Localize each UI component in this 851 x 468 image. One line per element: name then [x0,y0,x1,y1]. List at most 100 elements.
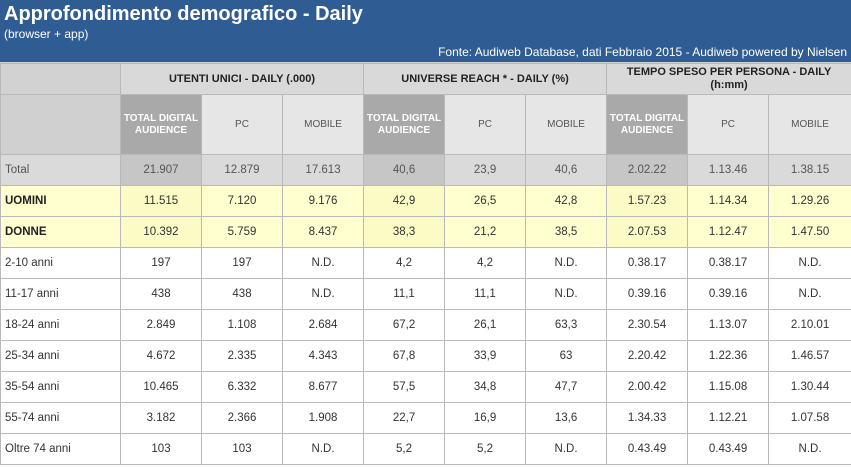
table-row: 11-17 anni 438 438 N.D. 11,1 11,1 N.D. 0… [0,278,851,310]
col-header-pc: PC [201,94,283,155]
table-cell: 13,6 [525,402,608,434]
table-cell: 2.02.22 [606,154,689,186]
group-header-unique-users: UTENTI UNICI - DAILY (.000) [119,63,365,95]
table-cell: 2.07.53 [606,216,689,248]
table-cell: 1.34.33 [606,402,689,434]
table-cell: 2.10.01 [768,309,851,341]
table-row: 2-10 anni 197 197 N.D. 4,2 4,2 N.D. 0.38… [0,247,851,279]
table-cell: 4,2 [444,247,527,279]
table-cell: 8.677 [281,371,365,403]
table-body: Total 21.907 12.879 17.613 40,6 23,9 40,… [0,154,851,465]
table-cell: 0.38.17 [687,247,770,279]
table-cell: 103 [201,433,283,465]
group-header-universe-reach: UNIVERSE REACH * - DAILY (%) [363,63,608,95]
table-cell: 1.14.34 [687,185,770,217]
table-row-donne: DONNE 10.392 5.759 8.437 38,3 21,2 38,5 … [0,216,851,248]
table-cell: 38,5 [525,216,608,248]
table-cell: 5,2 [363,433,446,465]
table-cell: 1.47.50 [768,216,851,248]
table-cell: 0.38.17 [606,247,689,279]
table-cell: 6.332 [201,371,283,403]
table-cell: 10.392 [120,216,202,248]
table-cell: N.D. [768,278,851,310]
table-cell: 0.43.49 [687,433,770,465]
report-banner: Approfondimento demografico - Daily (bro… [0,0,851,63]
table-cell: 40,6 [525,154,608,186]
table-cell: 2.00.42 [606,371,689,403]
col-header-mobile: MOBILE [768,94,851,155]
table-cell: 1.30.44 [768,371,851,403]
col-header-total-digital-audience: TOTAL DIGITAL AUDIENCE [363,94,446,155]
source-note: Fonte: Audiweb Database, dati Febbraio 2… [438,45,847,59]
table-cell: 34,8 [444,371,527,403]
table-cell: 67,2 [363,309,446,341]
table-cell: N.D. [525,247,608,279]
table-cell: 21.907 [120,154,202,186]
table-cell: 23,9 [444,154,527,186]
table-cell: 57,5 [363,371,446,403]
table-row: Oltre 74 anni 103 103 N.D. 5,2 5,2 N.D. … [0,433,851,465]
table-cell: 38,3 [363,216,446,248]
table-cell: 11,1 [363,278,446,310]
table-cell: 1.29.26 [768,185,851,217]
table-cell: 1.07.58 [768,402,851,434]
table-cell: 2.849 [120,309,202,341]
table-cell: 63 [525,340,608,372]
row-label: DONNE [0,216,121,248]
table-cell: N.D. [525,278,608,310]
row-label: 35-54 anni [0,371,121,403]
table-cell: 33,9 [444,340,527,372]
page-subtitle: (browser + app) [4,27,89,41]
table-cell: 63,3 [525,309,608,341]
table-cell: 1.108 [201,309,283,341]
table-cell: 0.39.16 [606,278,689,310]
table-cell: 8.437 [281,216,365,248]
corner-cell [0,94,121,155]
table-cell: 103 [120,433,202,465]
table-cell: 1.15.08 [687,371,770,403]
table-row-uomini: UOMINI 11.515 7.120 9.176 42,9 26,5 42,8… [0,185,851,217]
row-label: 55-74 anni [0,402,121,434]
table-cell: N.D. [281,433,365,465]
sub-header-row: TOTAL DIGITAL AUDIENCE PC MOBILE TOTAL D… [0,94,851,155]
table-cell: 2.30.54 [606,309,689,341]
table-cell: 11,1 [444,278,527,310]
table-cell: 42,9 [363,185,446,217]
table-cell: 40,6 [363,154,446,186]
table-cell: 4.672 [120,340,202,372]
table-row: 55-74 anni 3.182 2.366 1.908 22,7 16,9 1… [0,402,851,434]
table-cell: 1.908 [281,402,365,434]
table-row: 35-54 anni 10.465 6.332 8.677 57,5 34,8 … [0,371,851,403]
table-cell: 1.57.23 [606,185,689,217]
row-label: Total [0,154,121,186]
table-cell: 22,7 [363,402,446,434]
table-row: 25-34 anni 4.672 2.335 4.343 67,8 33,9 6… [0,340,851,372]
table-cell: 47,7 [525,371,608,403]
col-header-total-digital-audience: TOTAL DIGITAL AUDIENCE [120,94,202,155]
group-header-row: UTENTI UNICI - DAILY (.000) UNIVERSE REA… [0,63,851,95]
table-cell: N.D. [525,433,608,465]
group-header-time-spent: TEMPO SPESO PER PERSONA - DAILY (h:mm) [606,63,851,95]
table-cell: N.D. [281,278,365,310]
table-cell: 3.182 [120,402,202,434]
row-label: 25-34 anni [0,340,121,372]
table-cell: 2.366 [201,402,283,434]
table-cell: 2.335 [201,340,283,372]
table-row-total: Total 21.907 12.879 17.613 40,6 23,9 40,… [0,154,851,186]
table-cell: 438 [120,278,202,310]
row-label: UOMINI [0,185,121,217]
table-cell: 21,2 [444,216,527,248]
table-cell: 438 [201,278,283,310]
table-cell: 11.515 [120,185,202,217]
row-label: 2-10 anni [0,247,121,279]
table-cell: 0.39.16 [687,278,770,310]
row-label: 18-24 anni [0,309,121,341]
table-cell: 42,8 [525,185,608,217]
table-cell: 4.343 [281,340,365,372]
table-cell: 26,1 [444,309,527,341]
table-cell: 26,5 [444,185,527,217]
table-cell: 9.176 [281,185,365,217]
table-cell: 0.43.49 [606,433,689,465]
col-header-pc: PC [687,94,770,155]
row-label: 11-17 anni [0,278,121,310]
